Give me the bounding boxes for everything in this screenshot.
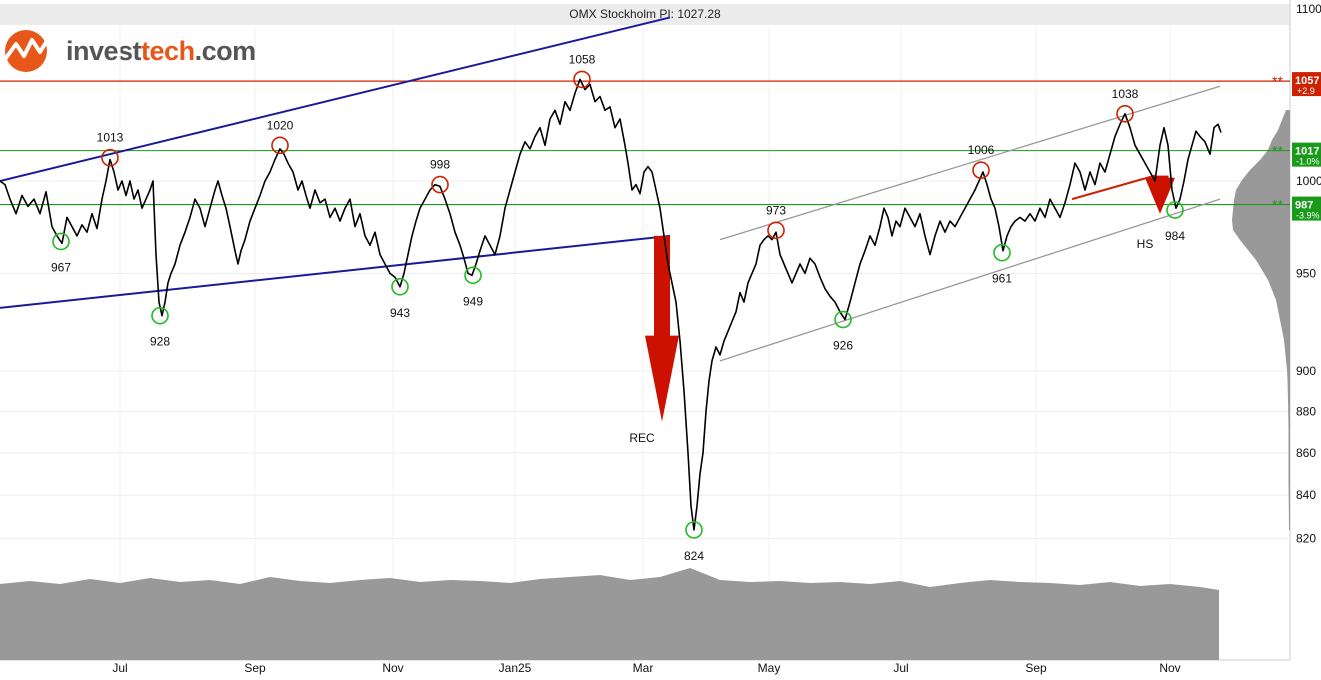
support-label-box	[1292, 142, 1321, 167]
x-tick-label: Sep	[1025, 661, 1047, 675]
peak-marker	[767, 221, 785, 240]
investtech-logo: investtech.com	[2, 28, 256, 74]
price-line	[0, 78, 1222, 531]
trough-marker	[52, 232, 70, 251]
trough-label: 961	[992, 272, 1012, 286]
peak-label: 1013	[97, 131, 124, 145]
support-marker: **	[1272, 197, 1283, 213]
trend-channel-blue	[0, 16, 671, 182]
hs-neckline	[1071, 174, 1156, 201]
trough-label: 949	[463, 294, 483, 308]
peak-label: 973	[766, 203, 786, 217]
trough-label: 943	[390, 306, 410, 320]
support-pct-label: -3.9%	[1296, 211, 1320, 221]
chart-title: OMX Stockholm PI: 1027.28	[0, 4, 1290, 25]
trough-marker	[993, 243, 1011, 262]
peak-marker	[573, 70, 591, 89]
logo-text-accent: tech	[141, 35, 195, 66]
support-marker: **	[1272, 143, 1283, 159]
resistance-pct-label: +2.9	[1297, 86, 1315, 96]
hs-signal-label: HS	[1137, 237, 1154, 251]
y-tick-label: 840	[1296, 488, 1316, 502]
trough-label: 928	[150, 335, 170, 349]
support-label-box	[1292, 196, 1321, 221]
trough-label: 824	[684, 549, 704, 563]
support-value-label: 987	[1295, 200, 1313, 212]
support-value-label: 1017	[1295, 146, 1319, 158]
x-tick-label: Nov	[382, 661, 403, 675]
x-tick-label: Jan25	[499, 661, 532, 675]
x-tick-label: Jul	[893, 661, 908, 675]
resistance-label-box	[1292, 72, 1321, 97]
y-tick-label: 860	[1296, 446, 1316, 460]
trough-marker	[834, 310, 852, 329]
logo-emblem-icon	[4, 30, 52, 72]
y-tick-label: 820	[1296, 532, 1316, 546]
trough-marker	[151, 306, 169, 325]
x-tick-label: May	[758, 661, 781, 675]
trough-marker	[685, 521, 703, 539]
peak-label: 998	[430, 158, 450, 172]
peak-marker	[271, 136, 289, 155]
peak-label: 1038	[1112, 87, 1139, 101]
trough-label: 984	[1165, 229, 1185, 243]
trough-marker	[464, 266, 482, 285]
trough-marker	[1166, 201, 1184, 219]
y-tick-label: 1100	[1296, 2, 1321, 16]
logo-text: investtech.com	[66, 36, 256, 67]
peak-label: 1006	[968, 143, 995, 157]
y-tick-label: 900	[1296, 364, 1316, 378]
volume-profile	[1232, 110, 1290, 530]
trough-marker	[391, 277, 409, 296]
x-tick-label: Mar	[633, 661, 654, 675]
y-tick-label: 950	[1296, 266, 1316, 280]
y-tick-label: 880	[1296, 404, 1316, 418]
y-tick-label: 1000	[1296, 174, 1321, 188]
trend-channel-gray	[719, 198, 1221, 362]
volume-area	[0, 568, 1219, 660]
trend-channel-gray	[719, 85, 1221, 241]
support-pct-label: -1.0%	[1296, 157, 1320, 167]
resistance-marker: **	[1272, 73, 1283, 89]
peak-label: 1020	[267, 118, 294, 132]
peak-marker	[101, 148, 119, 167]
peak-marker	[1116, 104, 1134, 123]
rec-signal-arrow	[645, 235, 679, 422]
x-tick-label: Sep	[244, 661, 266, 675]
trough-label: 967	[51, 260, 71, 274]
gridlines	[0, 25, 1290, 660]
peak-marker	[431, 175, 449, 194]
trough-label: 926	[833, 339, 853, 353]
peak-label: 1058	[569, 52, 596, 66]
logo-text-main: invest	[66, 35, 142, 66]
logo-text-suffix: .com	[194, 35, 257, 66]
peak-marker	[972, 161, 990, 180]
x-tick-label: Nov	[1159, 661, 1180, 675]
trend-channel-blue	[0, 234, 671, 309]
rec-signal-label: REC	[629, 431, 655, 445]
x-tick-label: Jul	[112, 661, 127, 675]
resistance-value-label: 1057	[1295, 75, 1319, 87]
hs-signal-arrow	[1145, 175, 1175, 214]
